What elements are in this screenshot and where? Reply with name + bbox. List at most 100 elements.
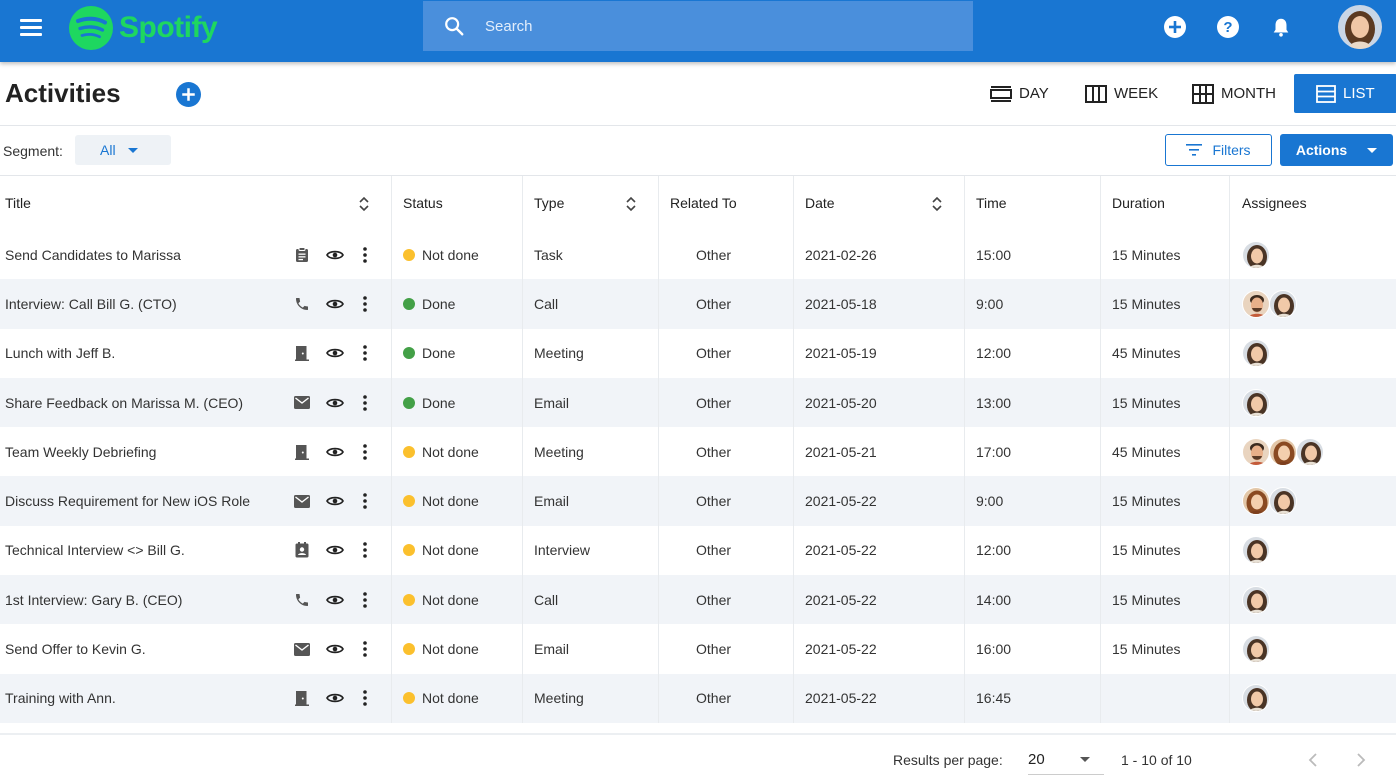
- eye-icon[interactable]: [326, 640, 344, 658]
- assignee-avatar[interactable]: [1242, 339, 1270, 368]
- actions-button[interactable]: Actions: [1280, 134, 1393, 166]
- title-cell: Technical Interview <> Bill G.: [0, 525, 392, 576]
- assignees-cell: [1230, 674, 1396, 723]
- related-to-cell: Other: [659, 673, 794, 723]
- next-page-button[interactable]: [1351, 750, 1371, 770]
- table-row[interactable]: Discuss Requirement for New iOS Role Not…: [0, 476, 1396, 526]
- assignee-avatar[interactable]: [1269, 289, 1297, 318]
- activity-title[interactable]: Discuss Requirement for New iOS Role: [5, 493, 251, 510]
- eye-icon[interactable]: [326, 295, 344, 313]
- list-view-button[interactable]: LIST: [1294, 74, 1396, 113]
- actions-label: Actions: [1295, 142, 1348, 158]
- activity-title[interactable]: Lunch with Jeff B.: [5, 345, 116, 362]
- more-vert-icon[interactable]: [356, 640, 374, 658]
- assignee-avatar[interactable]: [1242, 635, 1270, 664]
- search-input[interactable]: [485, 17, 945, 35]
- activity-title[interactable]: Interview: Call Bill G. (CTO): [5, 295, 177, 312]
- sort-icon[interactable]: [932, 196, 942, 212]
- day-view-button[interactable]: DAY: [990, 74, 1049, 113]
- activity-title[interactable]: Technical Interview <> Bill G.: [5, 542, 185, 559]
- table-body: Send Candidates to Marissa Not done Task…: [0, 230, 1396, 723]
- previous-page-button[interactable]: [1303, 750, 1323, 770]
- more-vert-icon[interactable]: [356, 295, 374, 313]
- status-text: Not done: [422, 641, 479, 658]
- eye-icon[interactable]: [326, 443, 344, 461]
- time-cell: 14:00: [965, 575, 1101, 625]
- table-row[interactable]: Send Candidates to Marissa Not done Task…: [0, 230, 1396, 280]
- table-row[interactable]: Technical Interview <> Bill G. Not done …: [0, 525, 1396, 576]
- more-vert-icon[interactable]: [356, 443, 374, 461]
- eye-icon[interactable]: [326, 541, 344, 559]
- table-row[interactable]: Share Feedback on Marissa M. (CEO) Done …: [0, 377, 1396, 428]
- table-row[interactable]: Lunch with Jeff B. Done Meeting Other 20…: [0, 328, 1396, 378]
- assignee-avatar[interactable]: [1269, 487, 1297, 516]
- menu-icon[interactable]: [20, 19, 42, 36]
- column-header-date[interactable]: Date: [794, 176, 965, 230]
- week-view-button[interactable]: WEEK: [1085, 74, 1158, 113]
- sort-icon[interactable]: [626, 196, 636, 212]
- table-row[interactable]: Training with Ann. Not done Meeting Othe…: [0, 673, 1396, 723]
- column-header-duration: Duration: [1101, 176, 1230, 230]
- duration-cell: 45 Minutes: [1101, 427, 1230, 477]
- activity-title[interactable]: Training with Ann.: [5, 690, 116, 707]
- more-vert-icon[interactable]: [356, 492, 374, 510]
- status-dot: [403, 593, 415, 606]
- activity-title[interactable]: 1st Interview: Gary B. (CEO): [5, 591, 183, 608]
- column-header-type[interactable]: Type: [523, 176, 659, 230]
- results-per-page-select[interactable]: 20: [1028, 744, 1104, 775]
- more-vert-icon[interactable]: [356, 394, 374, 412]
- assignee-avatar[interactable]: [1242, 536, 1270, 565]
- title-cell: Training with Ann.: [0, 673, 392, 723]
- assignee-avatar[interactable]: [1242, 240, 1270, 269]
- user-avatar[interactable]: [1338, 5, 1382, 49]
- eye-icon[interactable]: [326, 344, 344, 362]
- eye-icon[interactable]: [326, 394, 344, 412]
- meeting-door-icon: [293, 443, 311, 461]
- help-icon[interactable]: ?: [1215, 14, 1241, 40]
- eye-icon[interactable]: [326, 246, 344, 264]
- eye-icon[interactable]: [326, 492, 344, 510]
- activity-title[interactable]: Send Candidates to Marissa: [5, 246, 181, 263]
- table-header: Title Status Type Related To Date Time D…: [0, 175, 1396, 230]
- table-row[interactable]: 1st Interview: Gary B. (CEO) Not done Ca…: [0, 575, 1396, 625]
- add-circle-icon[interactable]: [1162, 14, 1188, 40]
- table-row[interactable]: Interview: Call Bill G. (CTO) Done Call …: [0, 279, 1396, 329]
- list-view-icon: [1316, 84, 1336, 103]
- assignee-avatar[interactable]: [1242, 388, 1270, 417]
- more-vert-icon[interactable]: [356, 541, 374, 559]
- column-header-title[interactable]: Title: [0, 176, 392, 230]
- table-row[interactable]: Send Offer to Kevin G. Not done Email Ot…: [0, 624, 1396, 674]
- search-bar[interactable]: [423, 1, 973, 51]
- email-icon: [293, 640, 311, 658]
- more-vert-icon[interactable]: [356, 344, 374, 362]
- eye-icon[interactable]: [326, 689, 344, 707]
- notifications-bell-icon[interactable]: [1268, 14, 1294, 40]
- type-cell: Call: [523, 279, 659, 329]
- assignees-cell: [1230, 624, 1396, 673]
- sort-icon[interactable]: [359, 196, 369, 212]
- assignee-avatar[interactable]: [1242, 289, 1270, 318]
- eye-icon[interactable]: [326, 591, 344, 609]
- type-cell: Call: [523, 575, 659, 625]
- assignee-avatar[interactable]: [1269, 437, 1297, 466]
- more-vert-icon[interactable]: [356, 689, 374, 707]
- activity-title[interactable]: Send Offer to Kevin G.: [5, 641, 146, 658]
- more-vert-icon[interactable]: [356, 246, 374, 264]
- filters-button[interactable]: Filters: [1165, 134, 1272, 166]
- column-header-assignees: Assignees: [1242, 195, 1307, 211]
- more-vert-icon[interactable]: [356, 591, 374, 609]
- filters-label: Filters: [1212, 142, 1251, 158]
- assignee-avatar[interactable]: [1296, 437, 1324, 466]
- assignee-avatar[interactable]: [1242, 487, 1270, 516]
- segment-dropdown[interactable]: All: [75, 135, 171, 165]
- assignee-avatar[interactable]: [1242, 437, 1270, 466]
- assignee-avatar[interactable]: [1242, 585, 1270, 614]
- assignee-avatar[interactable]: [1242, 684, 1270, 713]
- activity-title[interactable]: Team Weekly Debriefing: [5, 443, 157, 460]
- spotify-logo[interactable]: Spotify: [68, 5, 218, 51]
- month-view-button[interactable]: MONTH: [1192, 74, 1276, 113]
- activity-title[interactable]: Share Feedback on Marissa M. (CEO): [5, 394, 244, 411]
- table-row[interactable]: Team Weekly Debriefing Not done Meeting …: [0, 427, 1396, 477]
- footer-divider: [0, 733, 1396, 735]
- add-activity-button[interactable]: [176, 82, 201, 107]
